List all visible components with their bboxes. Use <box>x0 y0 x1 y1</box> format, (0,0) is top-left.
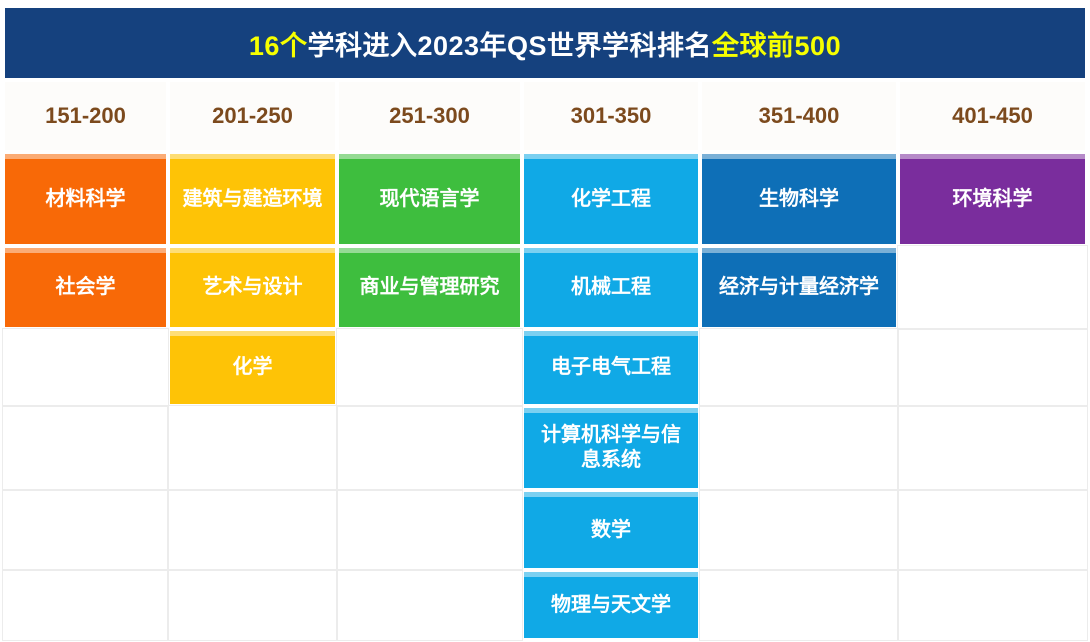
empty-cell <box>2 405 169 491</box>
title-highlight-scope: 全球前500 <box>712 30 842 61</box>
subject-cell: 社会学 <box>5 248 166 327</box>
rank-range-header: 351-400 <box>702 82 896 150</box>
empty-cell <box>167 569 338 641</box>
title-banner: 16个 学科进入2023年QS世界学科排名 全球前500 <box>5 8 1085 78</box>
subject-cell: 现代语言学 <box>339 154 520 244</box>
subject-cell: 商业与管理研究 <box>339 248 520 327</box>
empty-cell <box>897 245 1088 330</box>
empty-cell <box>699 569 899 641</box>
subject-cell: 环境科学 <box>900 154 1085 244</box>
subject-cell: 生物科学 <box>702 154 896 244</box>
empty-cell <box>2 569 169 641</box>
subject-cell: 计算机科学与信息系统 <box>524 408 698 488</box>
subject-cell: 艺术与设计 <box>170 248 335 327</box>
ranking-grid: 151-200 材料科学 社会学 201-250 建筑与建造环境 艺术与设计 化学 251-3… <box>2 82 1088 641</box>
empty-cell <box>699 405 899 491</box>
subject-cell: 经济与计量经济学 <box>702 248 896 327</box>
title-main-text: 学科进入2023年QS世界学科排名 <box>307 30 713 61</box>
subject-cell: 数学 <box>524 492 698 568</box>
title-highlight-count: 16个 <box>248 30 308 61</box>
empty-cell <box>167 405 338 491</box>
subject-cell: 机械工程 <box>524 248 698 327</box>
subject-cell: 化学工程 <box>524 154 698 244</box>
subject-cell: 电子电气工程 <box>524 331 698 404</box>
empty-cell <box>336 405 523 491</box>
subject-cell: 建筑与建造环境 <box>170 154 335 244</box>
empty-cell <box>2 489 169 571</box>
empty-cell <box>699 328 899 407</box>
rank-range-header: 201-250 <box>170 82 335 150</box>
subject-cell: 物理与天文学 <box>524 572 698 638</box>
empty-cell <box>167 489 338 571</box>
subject-cell: 化学 <box>170 331 335 404</box>
empty-cell <box>897 569 1088 641</box>
empty-cell <box>336 489 523 571</box>
rank-range-header: 151-200 <box>5 82 166 150</box>
rank-range-header: 401-450 <box>900 82 1085 150</box>
empty-cell <box>897 489 1088 571</box>
rank-range-header: 251-300 <box>339 82 520 150</box>
rank-range-header: 301-350 <box>524 82 698 150</box>
empty-cell <box>897 405 1088 491</box>
empty-cell <box>2 328 169 407</box>
empty-cell <box>336 328 523 407</box>
empty-cell <box>897 328 1088 407</box>
empty-cell <box>699 489 899 571</box>
empty-cell <box>336 569 523 641</box>
subject-cell: 材料科学 <box>5 154 166 244</box>
